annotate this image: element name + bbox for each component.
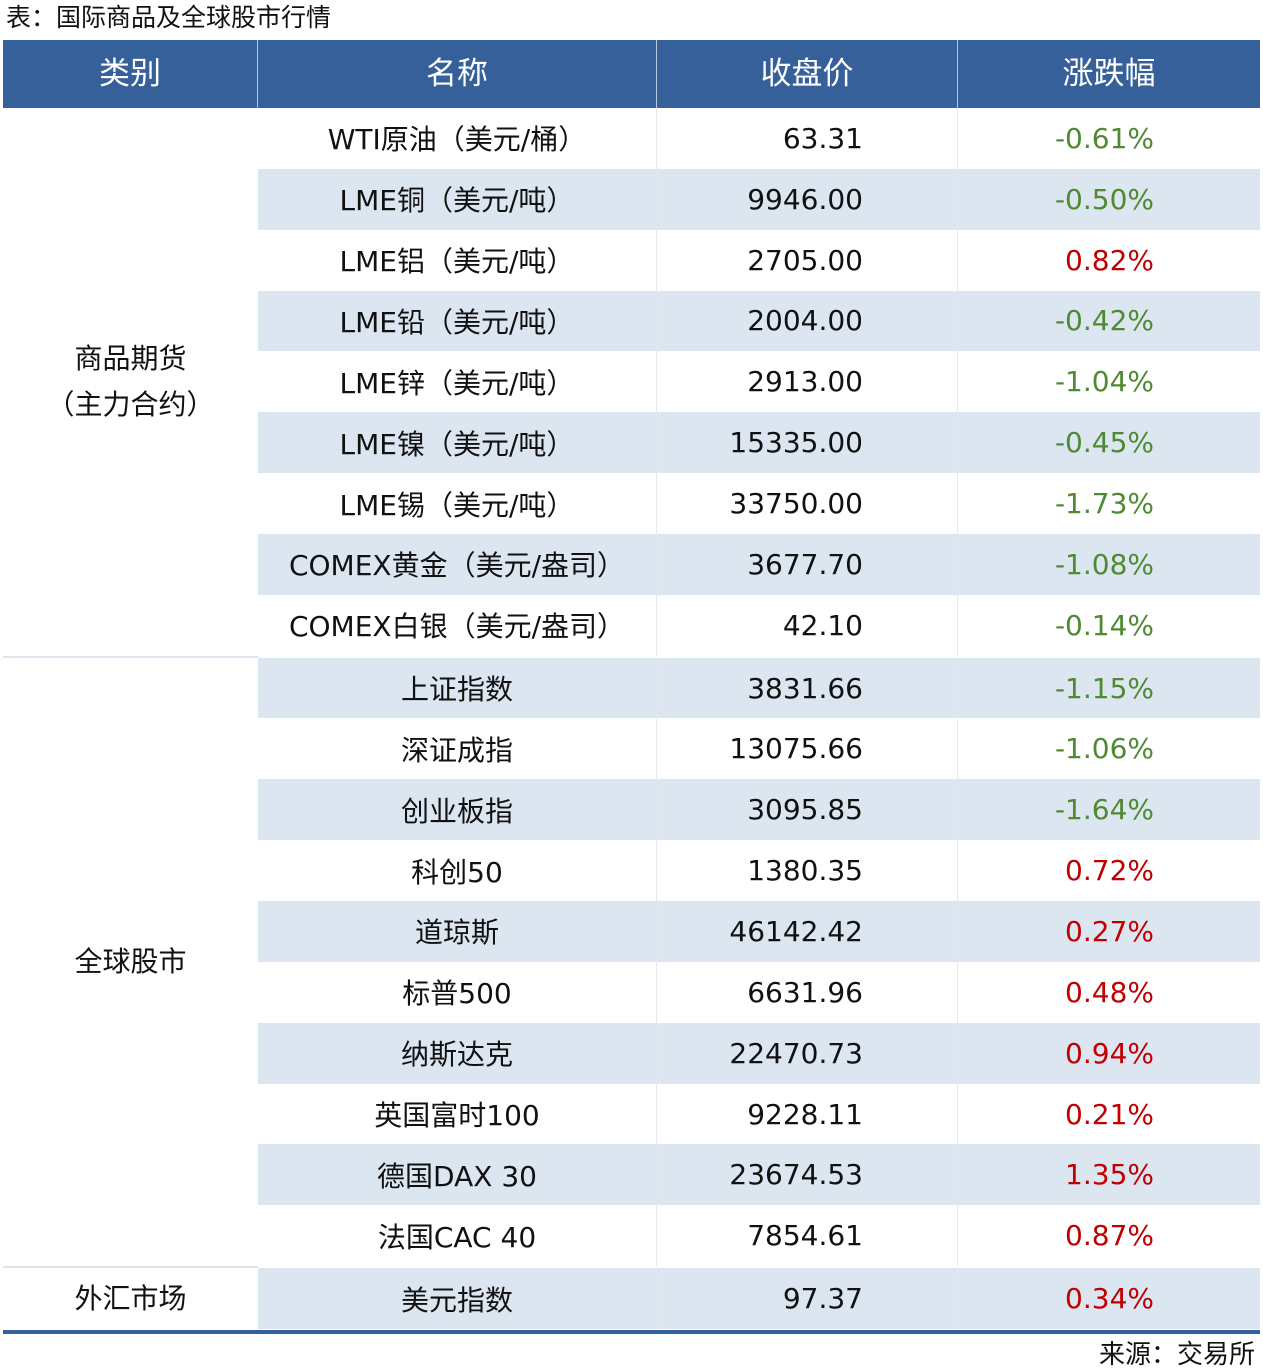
table-row: COMEX黄金（美元/盎司） 3677.70 -1.08% <box>258 533 1260 595</box>
name-cell: COMEX白银（美元/盎司） <box>258 594 657 656</box>
name-cell: 深证成指 <box>258 718 657 780</box>
name-cell: LME锡（美元/吨） <box>258 473 657 534</box>
name-cell: 英国富时100 <box>258 1083 657 1145</box>
change-cell: 0.27% <box>1065 914 1154 948</box>
table-row: LME镍（美元/吨） 15335.00 -0.45% <box>258 412 1260 474</box>
change-cell: -0.14% <box>1054 608 1154 642</box>
close-price-cell: 3095.85 <box>657 779 958 841</box>
table-header: 类别 名称 收盘价 涨跌幅 <box>3 40 1260 108</box>
name-cell: 标普500 <box>258 961 657 1023</box>
close-price-cell: 46142.42 <box>657 901 958 962</box>
change-cell: -1.04% <box>1054 365 1154 399</box>
table-row: 创业板指 3095.85 -1.64% <box>258 779 1260 841</box>
close-price-cell: 23674.53 <box>657 1144 958 1206</box>
close-price-cell: 97.37 <box>657 1268 958 1329</box>
change-cell: 0.72% <box>1065 854 1154 888</box>
change-cell: -0.61% <box>1054 121 1154 155</box>
group-separator <box>3 1266 258 1270</box>
close-price-cell: 6631.96 <box>657 961 958 1023</box>
name-cell: 纳斯达克 <box>258 1022 657 1084</box>
close-price-cell: 9946.00 <box>657 168 958 230</box>
close-price-cell: 22470.73 <box>657 1022 958 1084</box>
table-row: 标普500 6631.96 0.48% <box>258 961 1260 1023</box>
close-price-cell: 15335.00 <box>657 412 958 474</box>
change-cell: 0.87% <box>1065 1219 1154 1253</box>
name-cell: 创业板指 <box>258 779 657 841</box>
change-cell: 0.82% <box>1065 243 1154 277</box>
close-price-cell: 63.31 <box>657 108 958 169</box>
group-separator <box>3 655 258 659</box>
name-cell: 法国CAC 40 <box>258 1205 657 1267</box>
name-cell: 德国DAX 30 <box>258 1144 657 1206</box>
close-price-cell: 2705.00 <box>657 229 958 291</box>
table-title: 表：国际商品及全球股市行情 <box>6 3 332 32</box>
table-bottom-border <box>3 1330 1260 1334</box>
name-cell: LME锌（美元/吨） <box>258 351 657 413</box>
change-cell: 0.34% <box>1065 1282 1154 1316</box>
name-cell: 科创50 <box>258 840 657 902</box>
table-row: LME铝（美元/吨） 2705.00 0.82% <box>258 229 1260 291</box>
table-row: 上证指数 3831.66 -1.15% <box>258 657 1260 719</box>
close-price-cell: 2004.00 <box>657 290 958 352</box>
category-cell: 外汇市场 <box>3 1268 258 1329</box>
table-row: 美元指数 97.37 0.34% <box>258 1268 1260 1329</box>
change-cell: -0.45% <box>1054 426 1154 460</box>
close-price-cell: 13075.66 <box>657 718 958 780</box>
close-price-cell: 1380.35 <box>657 840 958 902</box>
close-price-cell: 33750.00 <box>657 473 958 534</box>
table-row: LME锡（美元/吨） 33750.00 -1.73% <box>258 473 1260 534</box>
header-change: 涨跌幅 <box>1062 56 1156 92</box>
name-cell: 道琼斯 <box>258 901 657 962</box>
change-cell: -0.50% <box>1054 182 1154 216</box>
category-cell: 商品期货 （主力合约） <box>3 108 258 656</box>
table-row: 德国DAX 30 23674.53 1.35% <box>258 1144 1260 1206</box>
close-price-cell: 9228.11 <box>657 1083 958 1145</box>
table-row: WTI原油（美元/桶） 63.31 -0.61% <box>258 108 1260 169</box>
change-cell: -0.42% <box>1054 304 1154 338</box>
table-row: COMEX白银（美元/盎司） 42.10 -0.14% <box>258 594 1260 656</box>
name-cell: 美元指数 <box>258 1268 657 1329</box>
change-cell: 1.35% <box>1065 1158 1154 1192</box>
close-price-cell: 7854.61 <box>657 1205 958 1267</box>
change-cell: -1.64% <box>1054 793 1154 827</box>
category-cell: 全球股市 <box>3 657 258 1267</box>
table-row: 深证成指 13075.66 -1.06% <box>258 718 1260 780</box>
table-row: LME锌（美元/吨） 2913.00 -1.04% <box>258 351 1260 413</box>
change-cell: -1.73% <box>1054 487 1154 521</box>
table-row: 英国富时100 9228.11 0.21% <box>258 1083 1260 1145</box>
header-category: 类别 <box>3 40 258 108</box>
change-cell: 0.48% <box>1065 975 1154 1009</box>
change-cell: 0.94% <box>1065 1036 1154 1070</box>
name-cell: LME铝（美元/吨） <box>258 229 657 291</box>
header-name: 名称 <box>258 40 657 108</box>
name-cell: LME镍（美元/吨） <box>258 412 657 474</box>
header-close: 收盘价 <box>657 40 958 108</box>
source-note: 来源：交易所 <box>1098 1340 1255 1370</box>
name-cell: 上证指数 <box>258 657 657 719</box>
table-row: 纳斯达克 22470.73 0.94% <box>258 1022 1260 1084</box>
change-cell: -1.08% <box>1054 547 1154 581</box>
change-cell: 0.21% <box>1065 1097 1154 1131</box>
close-price-cell: 3831.66 <box>657 657 958 719</box>
table-row: 科创50 1380.35 0.72% <box>258 840 1260 902</box>
close-price-cell: 2913.00 <box>657 351 958 413</box>
close-price-cell: 3677.70 <box>657 533 958 595</box>
change-cell: -1.15% <box>1054 671 1154 705</box>
change-cell: -1.06% <box>1054 732 1154 766</box>
table-row: 道琼斯 46142.42 0.27% <box>258 901 1260 962</box>
close-price-cell: 42.10 <box>657 594 958 656</box>
name-cell: LME铅（美元/吨） <box>258 290 657 352</box>
table-row: LME铅（美元/吨） 2004.00 -0.42% <box>258 290 1260 352</box>
name-cell: LME铜（美元/吨） <box>258 168 657 230</box>
name-cell: WTI原油（美元/桶） <box>258 108 657 169</box>
table-row: LME铜（美元/吨） 9946.00 -0.50% <box>258 168 1260 230</box>
table-row: 法国CAC 40 7854.61 0.87% <box>258 1205 1260 1267</box>
name-cell: COMEX黄金（美元/盎司） <box>258 533 657 595</box>
